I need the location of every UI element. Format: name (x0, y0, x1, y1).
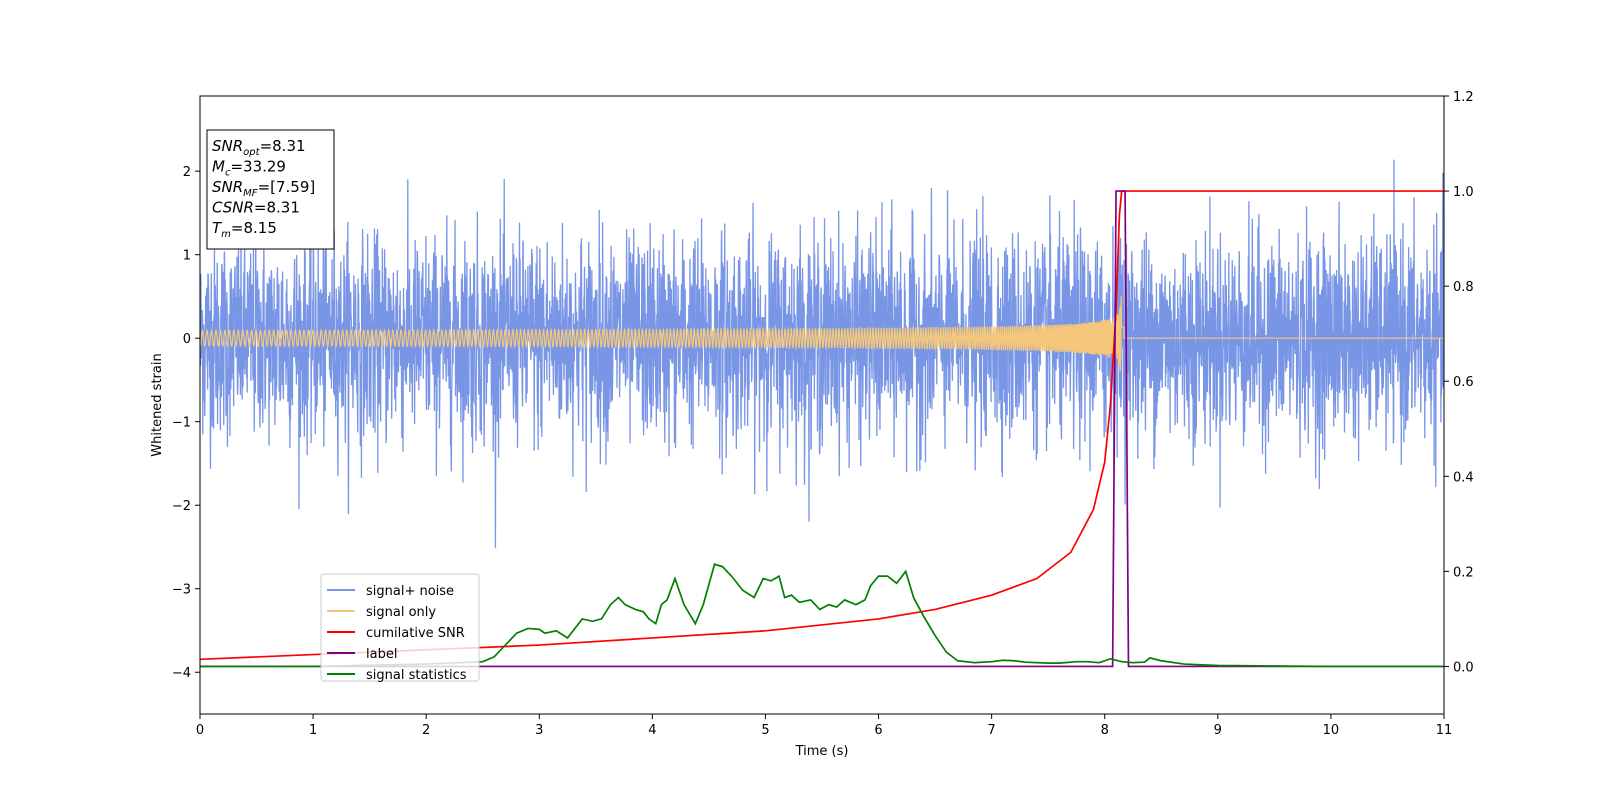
y2-tick-label: 1.2 (1453, 90, 1474, 105)
x-tick-label: 8 (1101, 723, 1109, 738)
y-tick-label: 1 (183, 249, 191, 264)
y2-tick-label: 1.0 (1453, 185, 1474, 200)
y2-tick-label: 0.8 (1453, 280, 1474, 295)
plot-frame (199, 95, 1445, 715)
legend-entry-label: signal only (366, 605, 436, 620)
info-line: Mc=33.29 (212, 158, 286, 179)
y-tick-label: −4 (172, 666, 191, 681)
info-line: SNRopt=8.31 (212, 137, 306, 158)
x-tick-label: 11 (1436, 723, 1453, 738)
x-tick-label: 1 (309, 723, 317, 738)
x-tick-label: 10 (1323, 723, 1340, 738)
y2-tick-label: 0.4 (1453, 470, 1474, 485)
x-tick-label: 7 (987, 723, 995, 738)
x-axis-label: Time (s) (795, 744, 849, 759)
info-line: SNRMF=[7.59] (212, 178, 315, 199)
series-signal-statistics-line (200, 563, 1444, 668)
y2-tick-label: 0.6 (1453, 375, 1474, 390)
x-tick-label: 9 (1214, 723, 1222, 738)
x-tick-label: 3 (535, 723, 543, 738)
info-line: Tm=8.15 (212, 219, 277, 240)
y-tick-label: 2 (183, 165, 191, 180)
legend-entry-label: signal+ noise (366, 584, 454, 599)
legend: signal+ noise signal only cumilative SNR la… (320, 573, 480, 683)
y-tick-label: −2 (172, 499, 191, 514)
info-annotation-box: SNRopt=8.31Mc=33.29SNRMF=[7.59]CSNR=8.31… (206, 129, 335, 250)
series-layer (200, 159, 1444, 668)
x-tick-label: 4 (648, 723, 656, 738)
y2-tick-label: 0.0 (1453, 660, 1474, 675)
y2-tick-label: 0.2 (1453, 565, 1474, 580)
x-tick-label: 0 (196, 723, 204, 738)
legend-entry-label: cumilative SNR (366, 626, 465, 641)
y-axis: −4 −3 −2 −1 0 1 2 (172, 165, 200, 681)
info-line: CSNR=8.31 (212, 199, 300, 217)
y-axis-label: Whitened strain (150, 353, 165, 456)
series-signal-only-line (200, 296, 1444, 372)
x-tick-label: 6 (874, 723, 882, 738)
y-tick-label: −3 (172, 583, 191, 598)
legend-entry-label: signal statistics (366, 668, 467, 683)
y-tick-label: −1 (172, 416, 191, 431)
y2-axis-right: 0.0 0.2 0.4 0.6 0.8 1.0 1.2 (1444, 90, 1474, 675)
series-label-line (200, 190, 1444, 668)
y-tick-label: 0 (183, 332, 191, 347)
x-axis: 0 1 2 3 4 5 6 7 8 9 10 11 (196, 714, 1452, 738)
x-tick-label: 2 (422, 723, 430, 738)
x-tick-label: 5 (761, 723, 769, 738)
series-signal-noise-line (200, 159, 1444, 549)
legend-entry-label: label (366, 647, 397, 662)
